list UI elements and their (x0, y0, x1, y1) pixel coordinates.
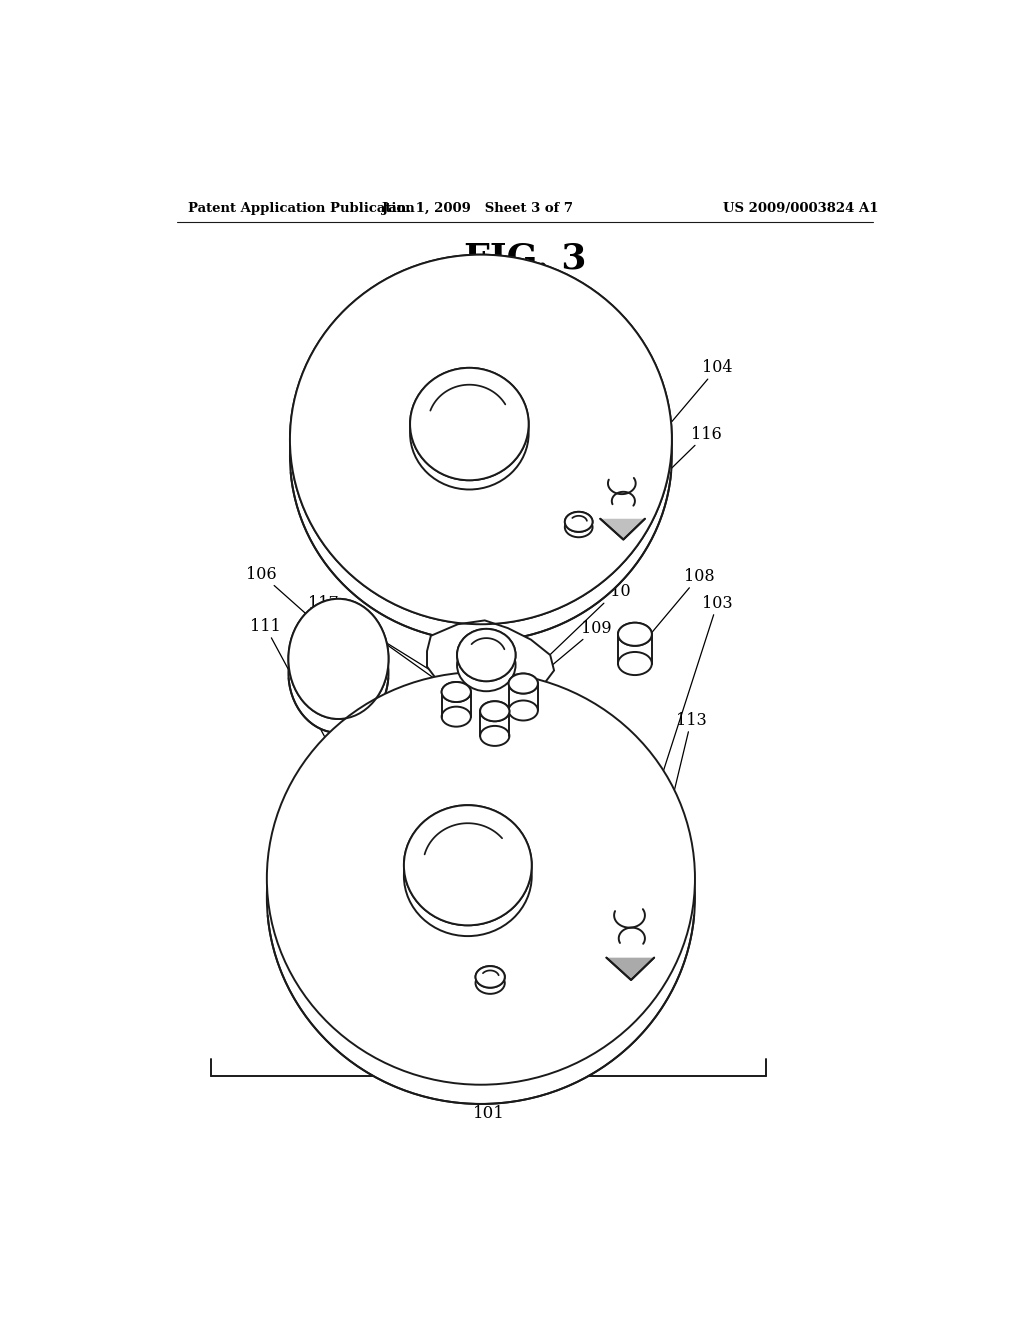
Ellipse shape (289, 599, 388, 719)
Text: US 2009/0003824 A1: US 2009/0003824 A1 (723, 202, 879, 215)
Polygon shape (600, 519, 645, 540)
Text: 114: 114 (508, 308, 604, 397)
Text: 107: 107 (333, 609, 444, 686)
Ellipse shape (457, 628, 515, 681)
Text: 113: 113 (640, 711, 707, 932)
Ellipse shape (509, 701, 538, 721)
Text: 115: 115 (590, 471, 643, 520)
Ellipse shape (617, 652, 652, 675)
Ellipse shape (290, 255, 672, 624)
Text: 106: 106 (246, 566, 331, 636)
Ellipse shape (267, 672, 695, 1085)
Text: 112: 112 (473, 836, 504, 977)
Ellipse shape (565, 512, 593, 532)
Ellipse shape (480, 726, 509, 746)
Ellipse shape (475, 973, 505, 994)
Ellipse shape (290, 255, 672, 624)
Ellipse shape (480, 701, 509, 721)
Ellipse shape (509, 673, 538, 693)
Text: 101: 101 (473, 1105, 505, 1122)
Ellipse shape (403, 805, 531, 925)
Ellipse shape (410, 378, 528, 490)
Text: Patent Application Publication: Patent Application Publication (188, 202, 415, 215)
Text: 108: 108 (643, 568, 714, 644)
Text: 116: 116 (639, 425, 722, 500)
Ellipse shape (267, 692, 695, 1104)
Text: 103: 103 (645, 595, 732, 829)
Ellipse shape (617, 623, 652, 645)
Polygon shape (606, 958, 654, 979)
Text: 110: 110 (526, 583, 631, 677)
Text: 109: 109 (497, 619, 611, 711)
Ellipse shape (509, 673, 538, 693)
Text: 105: 105 (515, 568, 608, 640)
Ellipse shape (410, 368, 528, 480)
Ellipse shape (410, 368, 528, 480)
Ellipse shape (475, 966, 505, 987)
Text: 117: 117 (307, 595, 431, 671)
Text: 111: 111 (250, 618, 361, 805)
Text: 118: 118 (487, 549, 562, 653)
Ellipse shape (290, 272, 672, 642)
Ellipse shape (441, 706, 471, 726)
Ellipse shape (289, 599, 388, 719)
Ellipse shape (475, 966, 505, 987)
Text: FIG. 3: FIG. 3 (464, 242, 586, 276)
Ellipse shape (403, 805, 531, 925)
Polygon shape (427, 620, 554, 719)
Text: 104: 104 (637, 359, 732, 462)
Ellipse shape (457, 639, 515, 692)
Ellipse shape (617, 623, 652, 645)
Ellipse shape (441, 682, 471, 702)
Ellipse shape (441, 682, 471, 702)
Ellipse shape (565, 512, 593, 532)
Text: Jan. 1, 2009   Sheet 3 of 7: Jan. 1, 2009 Sheet 3 of 7 (382, 202, 572, 215)
Ellipse shape (565, 517, 593, 537)
Ellipse shape (289, 612, 388, 733)
Ellipse shape (403, 816, 531, 936)
Ellipse shape (457, 628, 515, 681)
Ellipse shape (480, 701, 509, 721)
